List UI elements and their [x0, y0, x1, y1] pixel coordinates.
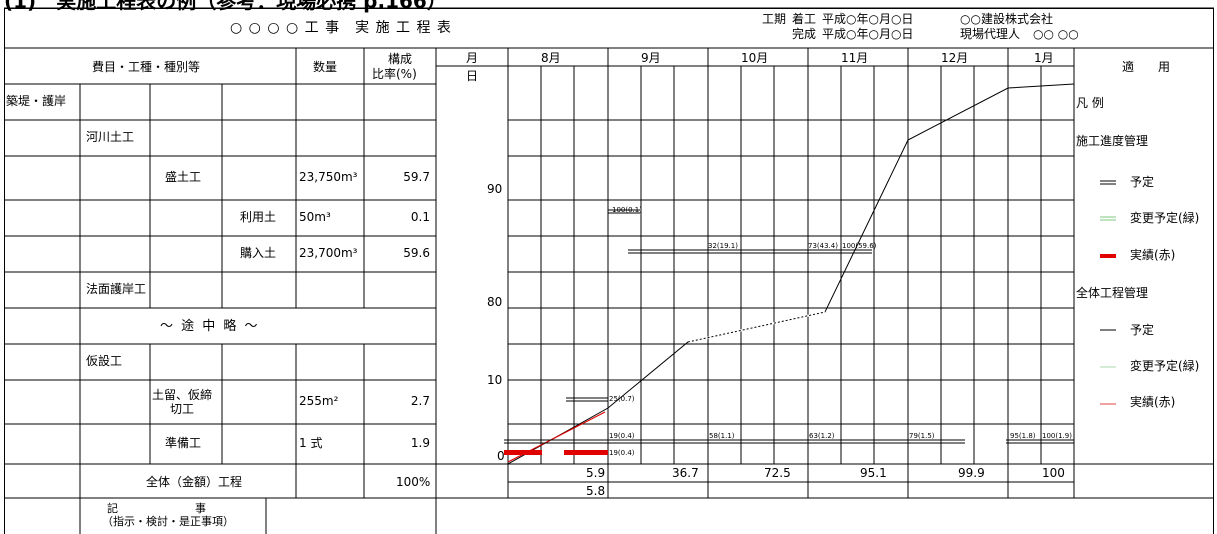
- planned-progress-value: 95.1: [860, 466, 887, 480]
- row-level1-label: 築堤・護岸: [6, 94, 67, 108]
- end-label: 完成: [792, 27, 817, 41]
- month-label: 12月: [941, 51, 969, 65]
- agent-label: 現場代理人: [960, 27, 1021, 41]
- notes-label-1: 記 事: [107, 502, 206, 515]
- start-date: 平成○年○月○日: [822, 12, 914, 26]
- notes-label-2: （指示・検討・是正事項）: [102, 515, 234, 528]
- row-level3-label: 土留、仮締切工: [152, 388, 213, 416]
- bar-value-label: 19(0.4): [609, 449, 635, 457]
- planned-progress-value: 36.7: [672, 466, 699, 480]
- month-label: 1月: [1034, 51, 1054, 65]
- item-header: 費目・工種・種別等: [92, 60, 201, 74]
- planned-progress-value: 100: [1042, 466, 1065, 480]
- row-quantity: 255m²: [299, 394, 339, 408]
- actual-bar-2: [564, 450, 608, 455]
- row-level2-label: 河川土工: [86, 130, 135, 144]
- row-level3-label: 準備工: [165, 436, 202, 450]
- page-heading: (1) 実施工程表の例（参考：現場必携 p.166）: [4, 0, 447, 13]
- total-ratio: 100%: [396, 475, 431, 489]
- bar-value-label: 25(0.7): [609, 395, 635, 403]
- row-level4-label: 利用土: [240, 210, 277, 224]
- row-quantity: 1 式: [299, 436, 323, 450]
- row-ratio: 1.9: [410, 436, 430, 450]
- row-quantity: 23,750m³: [299, 170, 358, 184]
- row-level4-label: 購入土: [240, 246, 277, 260]
- row-ratio: 59.7: [403, 170, 430, 184]
- month-header: 月: [466, 51, 479, 65]
- end-date: 平成○年○月○日: [822, 27, 914, 41]
- y-tick-label: 80: [487, 295, 503, 309]
- month-label: 11月: [841, 51, 869, 65]
- row-quantity: 50m³: [299, 210, 331, 224]
- bar-value-label: 73(43.4): [808, 242, 838, 250]
- remarks-header: 適 用: [1122, 60, 1171, 74]
- bar-value-label: 100(0.1): [612, 206, 642, 214]
- day-header: 日: [466, 69, 479, 83]
- schedule-title: ○ ○ ○ ○ 工 事 実 施 工 程 表: [230, 20, 452, 36]
- legend-section-progress: 施工進度管理: [1076, 134, 1149, 148]
- row-level3-label: 盛土工: [165, 170, 202, 184]
- month-label: 10月: [741, 51, 769, 65]
- planned-progress-value: 99.9: [958, 466, 985, 480]
- legend-item: 変更予定(緑): [1130, 359, 1200, 373]
- omitted-note: ～ 途 中 略 ～: [160, 319, 260, 334]
- y-tick-label: 10: [487, 373, 503, 387]
- month-label: 9月: [641, 51, 661, 65]
- period-label: 工期: [762, 12, 787, 26]
- company-name: ○○建設株式会社: [960, 12, 1053, 26]
- legend-section-overall: 全体工程管理: [1076, 286, 1149, 300]
- start-label: 着工: [792, 12, 817, 26]
- bar-value-label: 100(1.9): [1042, 432, 1072, 440]
- bar-value-label: 63(1.2): [809, 432, 835, 440]
- legend-item: 実績(赤): [1130, 248, 1176, 262]
- planned-progress-value: 5.9: [586, 466, 606, 480]
- agent-name: ○○ ○○: [1033, 27, 1079, 41]
- legend-markers: [1100, 180, 1116, 405]
- y-tick-label: 90: [487, 182, 503, 196]
- row-ratio: 2.7: [410, 394, 430, 408]
- month-label: 8月: [541, 51, 561, 65]
- row-level2-label: 仮設工: [86, 354, 123, 368]
- actual-progress-value: 5.8: [586, 484, 606, 498]
- y-tick-label: 0: [497, 449, 505, 463]
- bar-value-label: 58(1.1): [709, 432, 735, 440]
- row-level2-label: 法面護岸工: [86, 282, 147, 296]
- planned-progress-value: 72.5: [764, 466, 791, 480]
- actual-bar-1: [504, 450, 542, 455]
- legend-item: 実績(赤): [1130, 395, 1176, 409]
- row-ratio: 59.6: [403, 246, 430, 260]
- bar-value-label: 100(59.6): [842, 242, 877, 250]
- bar-value-label: 19(0.4): [609, 432, 635, 440]
- bar-value-label: 32(19.1): [708, 242, 738, 250]
- legend-item: 予定: [1130, 323, 1155, 337]
- total-label: 全体（金額）工程: [146, 475, 243, 489]
- ratio-header-2: 比率(%): [372, 67, 417, 81]
- bar-value-label: 95(1.8): [1010, 432, 1036, 440]
- row-quantity: 23,700m³: [299, 246, 358, 260]
- planned-progress-curve: [507, 83, 1075, 465]
- legend-item: 予定: [1130, 175, 1155, 189]
- row-ratio: 0.1: [410, 210, 430, 224]
- bar-value-label: 79(1.5): [909, 432, 935, 440]
- planned-bars: [504, 209, 1074, 444]
- legend-item: 変更予定(緑): [1130, 211, 1200, 225]
- quantity-header: 数量: [313, 60, 338, 74]
- legend-title: 凡 例: [1076, 96, 1104, 110]
- ratio-header-1: 構成: [388, 52, 413, 66]
